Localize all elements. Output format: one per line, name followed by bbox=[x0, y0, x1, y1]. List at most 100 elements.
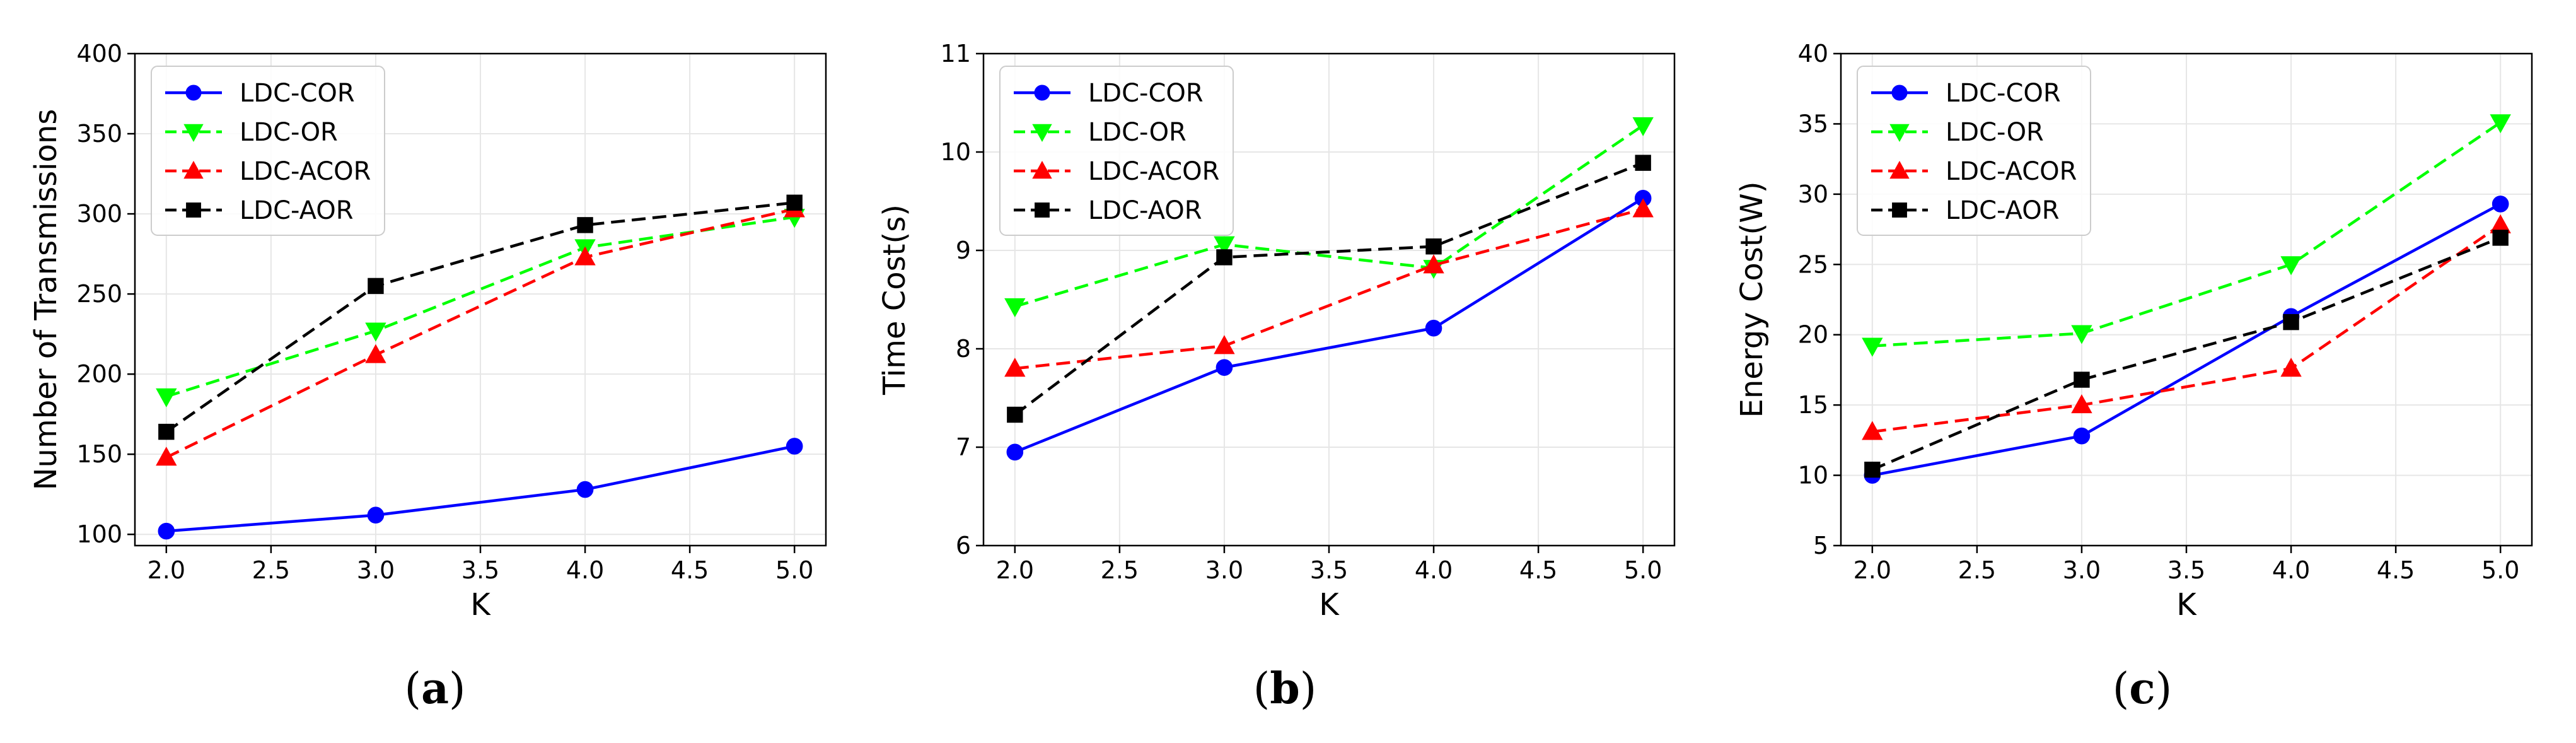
panel-caption: (b) bbox=[1253, 664, 1317, 714]
y-tick-label: 15 bbox=[1798, 391, 1828, 419]
data-point-ldc-cor bbox=[1215, 359, 1233, 376]
data-point-ldc-cor bbox=[576, 481, 594, 498]
x-tick-label: 5.0 bbox=[2481, 556, 2519, 584]
x-axis-label: K bbox=[1319, 587, 1340, 623]
legend-box bbox=[1857, 66, 2091, 236]
legend-label-ldc-acor: LDC-ACOR bbox=[1088, 157, 1219, 186]
legend-label-ldc-aor: LDC-AOR bbox=[240, 196, 354, 225]
legend-marker-ldc-acor bbox=[183, 160, 204, 179]
data-point-ldc-acor bbox=[2071, 394, 2092, 414]
x-tick-label: 3.0 bbox=[1205, 556, 1243, 584]
y-tick-label: 35 bbox=[1798, 110, 1828, 137]
y-tick-label: 250 bbox=[76, 280, 122, 308]
data-point-ldc-aor bbox=[2074, 372, 2090, 388]
legend: LDC-COR LDC-OR LDC-ACOR LDC-AOR bbox=[1857, 66, 2091, 236]
x-tick-label: 2.5 bbox=[1958, 556, 1996, 584]
y-tick-label: 25 bbox=[1798, 250, 1828, 278]
data-point-ldc-cor bbox=[786, 438, 803, 455]
data-point-ldc-aor bbox=[158, 423, 175, 440]
data-point-ldc-acor bbox=[1214, 335, 1235, 354]
x-tick-label: 3.5 bbox=[2167, 556, 2205, 584]
y-tick-label: 11 bbox=[941, 40, 971, 67]
caption-letter: c bbox=[2129, 664, 2155, 714]
legend-box bbox=[999, 66, 1234, 236]
caption-paren-close: ) bbox=[1300, 664, 1317, 714]
ticks: 2.0 2.5 3.0 3.5 4.0 4.5 5.0 5 10 15 20 25 30 35 40 bbox=[1798, 40, 2520, 584]
series-line-ldc-acor bbox=[1014, 208, 1644, 370]
series-line-ldc-aor bbox=[1871, 236, 2502, 471]
legend-label-ldc-or: LDC-OR bbox=[1946, 118, 2044, 147]
panel-caption: (c) bbox=[2113, 664, 2172, 714]
y-axis-label: Time Cost(s) bbox=[877, 204, 912, 395]
series-line-ldc-aor bbox=[165, 201, 795, 433]
data-point-ldc-or bbox=[2280, 256, 2302, 276]
legend-box bbox=[151, 66, 385, 236]
y-tick-label: 6 bbox=[956, 532, 971, 559]
legend-label-ldc-cor: LDC-COR bbox=[240, 79, 355, 108]
y-tick-label: 100 bbox=[76, 520, 122, 548]
data-point-ldc-acor bbox=[2280, 358, 2302, 377]
y-tick-label: 9 bbox=[956, 237, 971, 264]
caption-letter: a bbox=[421, 664, 449, 714]
data-point-ldc-acor bbox=[156, 447, 177, 466]
x-tick-label: 4.0 bbox=[566, 556, 604, 584]
panel-b: 2.0 2.5 3.0 3.5 4.0 4.5 5.0 6 7 8 9 10 11 K Time Cost(… bbox=[877, 40, 1676, 714]
x-tick-label: 4.0 bbox=[2272, 556, 2310, 584]
series-line-ldc-acor bbox=[1872, 224, 2502, 433]
data-point-ldc-cor bbox=[1006, 443, 1024, 461]
series-line-ldc-aor bbox=[1014, 161, 1644, 416]
legend-label-ldc-cor: LDC-COR bbox=[1946, 79, 2061, 108]
x-tick-label: 4.5 bbox=[2377, 556, 2415, 584]
caption-paren-close: ) bbox=[2155, 664, 2173, 714]
y-tick-label: 300 bbox=[76, 200, 122, 228]
data-point-ldc-aor bbox=[1216, 249, 1233, 266]
y-axis-label: Energy Cost(W) bbox=[1734, 182, 1770, 418]
legend-marker-ldc-acor bbox=[1889, 160, 1910, 179]
y-tick-label: 5 bbox=[1813, 532, 1828, 559]
y-tick-label: 20 bbox=[1798, 321, 1828, 349]
y-tick-label: 7 bbox=[956, 433, 971, 461]
legend-marker-ldc-aor bbox=[186, 202, 201, 218]
data-point-ldc-aor bbox=[577, 217, 593, 233]
x-axis-label: K bbox=[470, 587, 491, 623]
data-point-ldc-acor bbox=[1423, 254, 1444, 274]
data-point-ldc-acor bbox=[365, 344, 386, 363]
panel-a: 2.0 2.5 3.0 3.5 4.0 4.5 5.0 100 150 200 250 300 350 4… bbox=[28, 40, 827, 714]
data-point-ldc-cor bbox=[2073, 427, 2091, 445]
legend-label-ldc-or: LDC-OR bbox=[1088, 118, 1186, 147]
caption-paren-open: ( bbox=[404, 664, 421, 714]
legend-marker-ldc-or bbox=[1889, 124, 1910, 143]
x-tick-label: 2.0 bbox=[148, 556, 185, 584]
caption-letter: b bbox=[1270, 664, 1300, 714]
y-tick-label: 10 bbox=[1798, 462, 1828, 489]
x-axis-label: K bbox=[2176, 587, 2197, 623]
legend-label-ldc-aor: LDC-AOR bbox=[1946, 196, 2060, 225]
data-point-ldc-or bbox=[2071, 325, 2092, 344]
panel-caption: (a) bbox=[404, 664, 465, 714]
series-line-ldc-acor bbox=[165, 208, 795, 459]
y-axis-label: Number of Transmissions bbox=[28, 109, 64, 491]
y-tick-label: 30 bbox=[1798, 180, 1828, 208]
legend-label-ldc-or: LDC-OR bbox=[240, 118, 338, 147]
legend-marker-ldc-cor bbox=[185, 85, 202, 101]
data-point-ldc-aor bbox=[2492, 230, 2509, 246]
data-point-ldc-or bbox=[1004, 298, 1026, 317]
series-line-ldc-or bbox=[1014, 124, 1644, 308]
data-point-ldc-aor bbox=[368, 278, 384, 295]
legend-marker-ldc-aor bbox=[1035, 202, 1050, 218]
y-tick-label: 8 bbox=[956, 335, 971, 363]
x-tick-label: 2.0 bbox=[996, 556, 1034, 584]
data-point-ldc-acor bbox=[1004, 358, 1026, 377]
data-point-ldc-or bbox=[1632, 117, 1654, 136]
x-tick-label: 2.5 bbox=[1101, 556, 1139, 584]
panel-c: 2.0 2.5 3.0 3.5 4.0 4.5 5.0 5 10 15 20 25 30 35 40 K Ene… bbox=[1734, 40, 2533, 714]
x-tick-label: 3.5 bbox=[1310, 556, 1348, 584]
ticks: 2.0 2.5 3.0 3.5 4.0 4.5 5.0 100 150 200 250 300 350 4… bbox=[76, 40, 813, 584]
legend: LDC-COR LDC-OR LDC-ACOR LDC-AOR bbox=[999, 66, 1234, 236]
data-point-ldc-cor bbox=[2492, 196, 2509, 213]
x-tick-label: 3.0 bbox=[357, 556, 395, 584]
y-tick-label: 200 bbox=[76, 360, 122, 388]
data-point-ldc-acor bbox=[1632, 198, 1654, 218]
data-point-ldc-or bbox=[2490, 114, 2511, 134]
